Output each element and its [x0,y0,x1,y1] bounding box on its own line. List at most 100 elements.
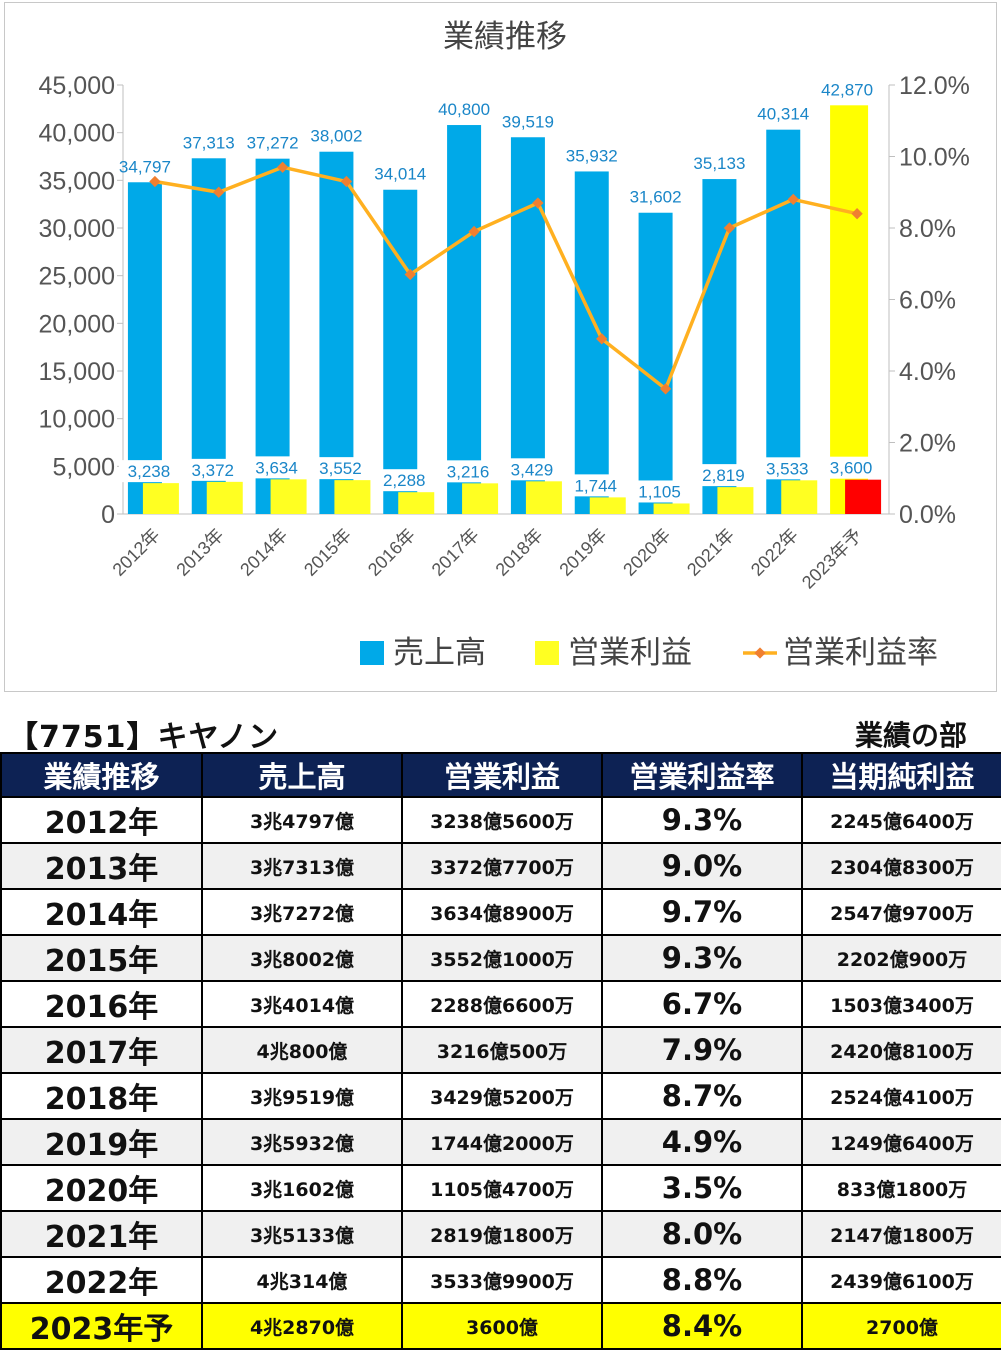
cell-net-income: 2304億8300万 [801,842,1001,890]
y-left-tick-label: 30,000 [39,215,115,243]
cell-sales: 3兆8002億 [201,934,403,982]
sales-data-label: 34,797 [119,157,171,176]
cell-operating-margin: 9.3% [601,796,803,844]
header-operating-margin: 営業利益率 [601,752,803,798]
y-right-tick-label: 0.0% [899,501,956,529]
sales-data-label: 42,870 [821,80,873,99]
cell-year: 2021年 [0,1210,203,1258]
operating-profit-label-bg [182,458,243,481]
cell-operating-margin: 6.7% [601,980,803,1028]
table-row: 2020年 3兆1602億 1105億4700万 3.5% 833億1800万 [0,1164,1001,1212]
performance-table: 業績推移 売上高 営業利益 営業利益率 当期純利益 2012年 3兆4797億 32… [0,752,1001,1350]
table-row: 2019年 3兆5932億 1744億2000万 4.9% 1249億6400万 [0,1118,1001,1166]
operating-profit-label-bg [693,464,754,487]
operating-margin-point [723,222,736,234]
cell-operating-margin: 8.7% [601,1072,803,1120]
x-tick-label: 2019年 [555,525,610,580]
cell-year: 2020年 [0,1164,203,1212]
operating-profit-bar [717,487,754,514]
sales-bar [383,189,418,514]
table-row: 2014年 3兆7272億 3634億8900万 9.7% 2547億9700万 [0,888,1001,936]
cell-sales: 4兆314億 [201,1256,403,1304]
x-tick-label: 2016年 [364,525,419,580]
cell-year: 2023年予 [0,1302,203,1350]
y-left-tick-label: 45,000 [39,72,115,100]
operating-profit-label-bg [757,457,818,480]
table-row: 2022年 4兆314億 3533億9900万 8.8% 2439億6100万 [0,1256,1001,1304]
sales-bar [510,137,545,514]
operating-margin-point [659,383,672,395]
y-left-tick-label: 0 [101,501,115,529]
sales-bar [319,151,354,514]
cell-operating-profit: 3372億7700万 [401,842,603,890]
table-header-row: 業績推移 売上高 営業利益 営業利益率 当期純利益 [0,752,1001,798]
operating-margin-point [851,208,863,220]
operating-margin-point [213,186,225,198]
operating-profit-data-label: 2,819 [702,466,745,485]
performance-chart: 業績推移 0 5,000 10,000 15,000 20,000 25,000 30,000… [4,2,997,692]
operating-profit-label-bg [246,456,307,479]
sales-bar [127,182,162,514]
cell-net-income: 1249億6400万 [801,1118,1001,1166]
x-tick-label: 2020年 [619,525,674,580]
header-sales: 売上高 [201,752,403,798]
cell-sales: 4兆800億 [201,1026,403,1074]
operating-profit-bar [334,480,371,514]
cell-operating-profit: 3429億5200万 [401,1072,603,1120]
x-tick-label: 2013年 [172,525,227,580]
sales-data-label: 40,314 [757,105,809,124]
y-right-tick-label: 10.0% [899,144,970,172]
y-left-tick-label: 20,000 [39,310,115,338]
cell-operating-profit: 2288億6600万 [401,980,603,1028]
cell-sales: 3兆7272億 [201,888,403,936]
operating-margin-point [404,268,416,281]
cell-operating-margin: 7.9% [601,1026,803,1074]
operating-profit-bar [525,481,562,514]
sales-bar [447,125,482,514]
cell-operating-profit: 2819億1800万 [401,1210,603,1258]
cell-net-income: 2147億1800万 [801,1210,1001,1258]
operating-profit-bar [398,492,435,514]
operating-profit-label-bg [565,474,626,497]
operating-profit-label-bg [118,460,179,483]
cell-year: 2013年 [0,842,203,890]
sales-data-label: 35,932 [566,146,618,165]
cell-net-income: 2547億9700万 [801,888,1001,936]
cell-operating-margin: 9.0% [601,842,803,890]
sales-data-label: 34,014 [374,165,426,184]
cell-operating-profit: 3600億 [401,1302,603,1350]
cell-year: 2016年 [0,980,203,1028]
x-tick-label: 2023年予 [798,525,866,593]
operating-profit-bar [653,503,690,514]
sales-data-label: 35,133 [693,154,745,173]
operating-profit-data-label: 3,552 [319,459,362,478]
table-row: 2021年 3兆5133億 2819億1800万 8.0% 2147億1800万 [0,1210,1001,1258]
y-right-tick-label: 12.0% [899,72,970,100]
operating-profit-label-bg [821,456,882,479]
operating-profit-bar [270,479,307,514]
cell-year: 2015年 [0,934,203,982]
table-row: 2023年予 4兆2870億 3600億 8.4% 2700億 [0,1302,1001,1350]
cell-net-income: 833億1800万 [801,1164,1001,1212]
operating-profit-data-label: 3,372 [191,461,234,480]
sales-data-label: 37,272 [247,134,299,153]
y-left-tick-label: 10,000 [39,406,115,434]
header-operating-profit: 営業利益 [401,752,603,798]
operating-margin-point [468,225,480,238]
cell-sales: 3兆1602億 [201,1164,403,1212]
cell-operating-margin: 9.3% [601,934,803,982]
operating-profit-data-label: 3,429 [511,460,554,479]
cell-net-income: 1503億3400万 [801,980,1001,1028]
cell-operating-margin: 8.0% [601,1210,803,1258]
operating-profit-bar [781,480,818,514]
operating-profit-bar [206,481,243,514]
cell-sales: 3兆4014億 [201,980,403,1028]
cell-year: 2019年 [0,1118,203,1166]
operating-profit-data-label: 3,216 [447,462,490,481]
operating-profit-bar [589,497,626,514]
operating-profit-label-bg [310,457,371,480]
operating-profit-data-label: 3,634 [255,458,298,477]
cell-year: 2012年 [0,796,203,844]
operating-profit-label-bg [374,469,435,492]
y-right-tick-label: 2.0% [899,430,956,458]
